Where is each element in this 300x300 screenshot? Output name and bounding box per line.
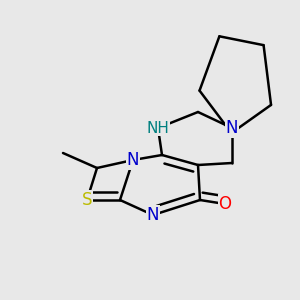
Text: N: N [127,151,139,169]
Text: N: N [226,119,238,137]
Text: O: O [218,195,232,213]
Text: N: N [147,206,159,224]
Text: NH: NH [147,121,169,136]
Text: S: S [82,191,92,209]
